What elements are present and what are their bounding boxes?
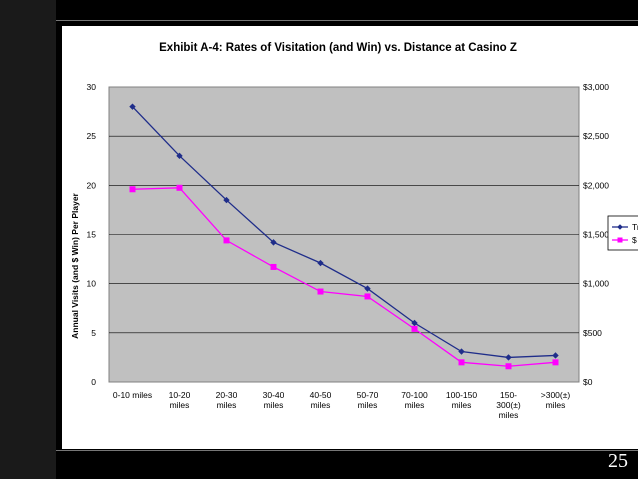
data-point-series-2 xyxy=(364,293,371,300)
y2-tick-label: $2,500 xyxy=(583,131,609,141)
y-tick-label: 5 xyxy=(91,328,96,338)
x-tick-label: miles xyxy=(546,400,566,410)
y2-tick-label: $500 xyxy=(583,328,602,338)
data-point-series-2 xyxy=(411,325,418,332)
page-number: 25 xyxy=(608,450,628,472)
y-tick-label: 25 xyxy=(87,131,97,141)
x-tick-label: miles xyxy=(311,400,331,410)
y2-tick-label: $0 xyxy=(583,377,593,387)
data-point-series-1 xyxy=(223,196,230,204)
x-tick-label: miles xyxy=(217,400,237,410)
x-tick-label: miles xyxy=(499,410,519,420)
x-tick-label: 100-150 xyxy=(446,390,477,400)
top-rule xyxy=(56,20,638,21)
y-tick-label: 20 xyxy=(87,180,97,190)
data-point-series-2 xyxy=(552,359,559,366)
legend-box xyxy=(607,215,638,251)
data-point-series-1 xyxy=(364,285,371,292)
bottom-rule xyxy=(56,450,638,451)
x-tick-label: 300(±) xyxy=(496,400,521,410)
legend-marker xyxy=(617,237,623,243)
y2-tick-label: $3,000 xyxy=(583,82,609,92)
x-tick-label: 70-100 xyxy=(401,390,428,400)
x-tick-label: 40-50 xyxy=(310,390,332,400)
chart-area: Exhibit A-4: Rates of Visitation (and Wi… xyxy=(62,26,638,449)
data-point-series-2 xyxy=(223,237,230,244)
data-point-series-2 xyxy=(129,186,136,193)
x-tick-label: miles xyxy=(170,400,190,410)
y2-tick-label: $2,000 xyxy=(583,180,609,190)
data-point-series-1 xyxy=(458,348,465,355)
y-tick-label: 0 xyxy=(91,377,96,387)
data-point-series-2 xyxy=(176,184,183,191)
series-line-1 xyxy=(132,106,556,359)
data-point-series-1 xyxy=(270,239,277,246)
x-tick-label: miles xyxy=(264,400,284,410)
y-tick-label: 30 xyxy=(87,82,97,92)
x-tick-label: miles xyxy=(358,400,378,410)
x-tick-label: miles xyxy=(405,400,425,410)
data-point-series-2 xyxy=(270,263,277,270)
chart: Exhibit A-4: Rates of Visitation (and Wi… xyxy=(70,42,638,420)
data-point-series-1 xyxy=(505,354,512,361)
y-tick-label: 15 xyxy=(87,230,97,240)
series-line-2 xyxy=(132,187,556,367)
x-tick-label: 10-20 xyxy=(169,390,191,400)
y2-tick-label: $1,500 xyxy=(583,230,609,240)
legend: Tr $ xyxy=(607,215,638,251)
y2-tick-label: $1,000 xyxy=(583,279,609,289)
x-tick-label: 150- xyxy=(500,390,517,400)
x-tick-label: >300(±) xyxy=(541,390,571,400)
left-strip xyxy=(0,0,56,479)
legend-label: Tr xyxy=(632,222,638,232)
chart-title: Exhibit A-4: Rates of Visitation (and Wi… xyxy=(159,42,517,54)
x-tick-label: 20-30 xyxy=(216,390,238,400)
x-tick-label: 0-10 miles xyxy=(113,390,152,400)
y-axis-label: Annual Visits (and $ Win) Per Player xyxy=(70,192,80,338)
y-tick-label: 10 xyxy=(87,279,97,289)
x-tick-label: 50-70 xyxy=(357,390,379,400)
data-point-series-1 xyxy=(317,259,324,267)
x-tick-label: 30-40 xyxy=(263,390,285,400)
x-tick-label: miles xyxy=(452,400,472,410)
data-point-series-1 xyxy=(411,319,418,327)
legend-marker xyxy=(617,224,623,230)
data-point-series-2 xyxy=(505,363,512,370)
data-point-series-2 xyxy=(317,288,324,295)
legend-label: $ xyxy=(632,235,637,245)
data-point-series-1 xyxy=(552,352,559,359)
data-point-series-2 xyxy=(458,359,465,366)
